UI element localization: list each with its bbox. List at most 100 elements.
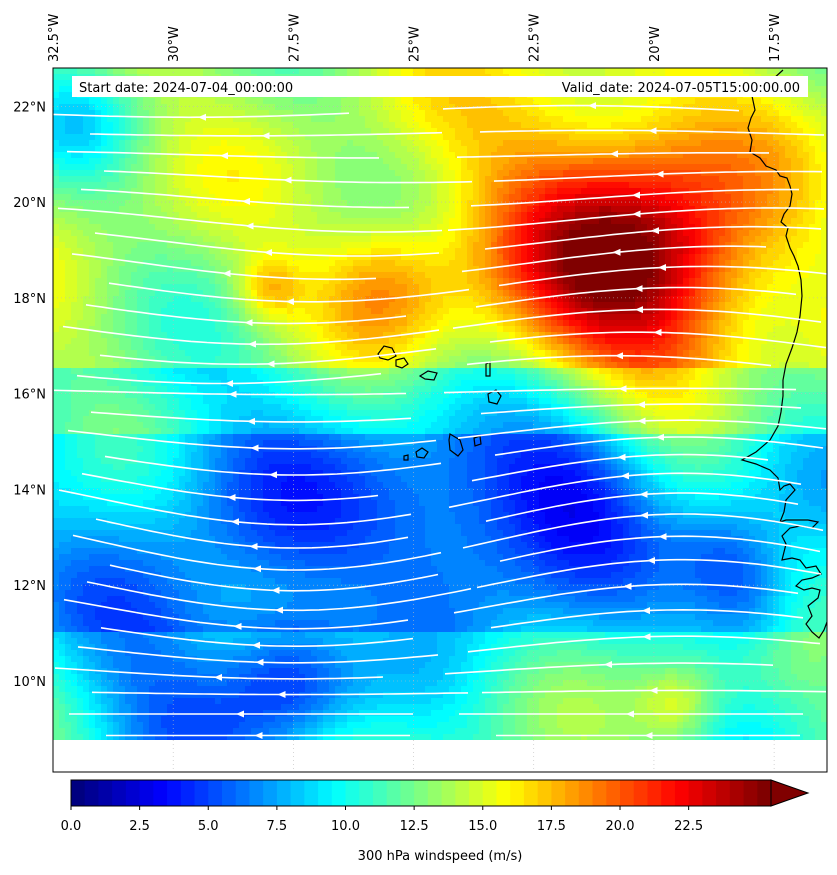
field-cell (635, 272, 642, 279)
field-cell (803, 170, 810, 177)
field-cell (467, 254, 474, 261)
field-cell (491, 296, 498, 303)
field-cell (65, 98, 72, 105)
field-cell (137, 158, 144, 165)
field-cell (125, 218, 132, 225)
field-cell (539, 68, 546, 75)
field-cell (83, 182, 90, 189)
field-cell (545, 266, 552, 273)
field-cell (611, 236, 618, 243)
field-cell (527, 194, 534, 201)
field-cell (257, 254, 264, 261)
field-cell (299, 284, 306, 291)
field-cell (533, 146, 540, 153)
field-cell (533, 212, 540, 219)
field-cell (749, 212, 756, 219)
field-cell (773, 218, 780, 225)
field-cell (815, 86, 822, 93)
field-cell (683, 158, 690, 165)
field-cell (623, 158, 630, 165)
field-cell (503, 230, 510, 237)
field-cell (257, 116, 264, 123)
field-cell (167, 278, 174, 285)
field-cell (683, 164, 690, 171)
field-cell (299, 140, 306, 147)
field-cell (581, 140, 588, 147)
field-cell (821, 254, 827, 261)
field-cell (455, 110, 462, 117)
field-cell (389, 188, 396, 195)
field-cell (731, 110, 738, 117)
field-cell (251, 230, 258, 237)
field-cell (281, 224, 288, 231)
field-cell (509, 170, 516, 177)
field-cell (107, 122, 114, 129)
field-cell (467, 248, 474, 255)
field-cell (263, 218, 270, 225)
field-cell (713, 140, 720, 147)
field-cell (65, 86, 72, 93)
field-cell (233, 224, 240, 231)
field-cell (695, 236, 702, 243)
field-cell (395, 230, 402, 237)
field-cell (377, 98, 384, 105)
field-cell (335, 104, 342, 111)
field-cell (803, 104, 810, 111)
field-cell (587, 134, 594, 141)
field-cell (323, 290, 330, 297)
field-cell (239, 224, 246, 231)
field-cell (353, 278, 360, 285)
field-cell (251, 254, 258, 261)
field-cell (659, 68, 666, 75)
field-cell (365, 170, 372, 177)
field-cell (467, 284, 474, 291)
field-cell (701, 98, 708, 105)
field-cell (623, 254, 630, 261)
field-cell (443, 266, 450, 273)
field-cell (611, 242, 618, 249)
field-cell (83, 290, 90, 297)
field-cell (161, 158, 168, 165)
field-cell (323, 200, 330, 207)
field-cell (161, 200, 168, 207)
field-cell (491, 68, 498, 75)
field-cell (479, 68, 486, 75)
field-cell (485, 206, 492, 213)
field-cell (227, 212, 234, 219)
field-cell (461, 236, 468, 243)
field-cell (653, 140, 660, 147)
field-cell (569, 266, 576, 273)
field-cell (341, 278, 348, 285)
field-cell (467, 146, 474, 153)
field-cell (419, 110, 426, 117)
field-cell (437, 98, 444, 105)
field-cell (665, 146, 672, 153)
field-cell (317, 140, 324, 147)
field-cell (755, 230, 762, 237)
field-cell (401, 284, 408, 291)
field-cell (533, 242, 540, 249)
field-cell (821, 278, 827, 285)
field-cell (269, 242, 276, 249)
field-cell (251, 278, 258, 285)
field-cell (239, 206, 246, 213)
field-cell (605, 284, 612, 291)
field-cell (707, 170, 714, 177)
field-cell (677, 194, 684, 201)
field-cell (65, 128, 72, 135)
field-cell (59, 104, 66, 111)
field-cell (125, 230, 132, 237)
field-cell (623, 182, 630, 189)
field-cell (395, 182, 402, 189)
field-cell (605, 242, 612, 249)
field-cell (83, 200, 90, 207)
field-cell (539, 158, 546, 165)
field-cell (221, 122, 228, 129)
field-cell (83, 212, 90, 219)
field-cell (425, 110, 432, 117)
field-cell (305, 266, 312, 273)
field-cell (77, 242, 84, 249)
field-cell (731, 134, 738, 141)
field-cell (521, 122, 528, 129)
field-cell (533, 170, 540, 177)
